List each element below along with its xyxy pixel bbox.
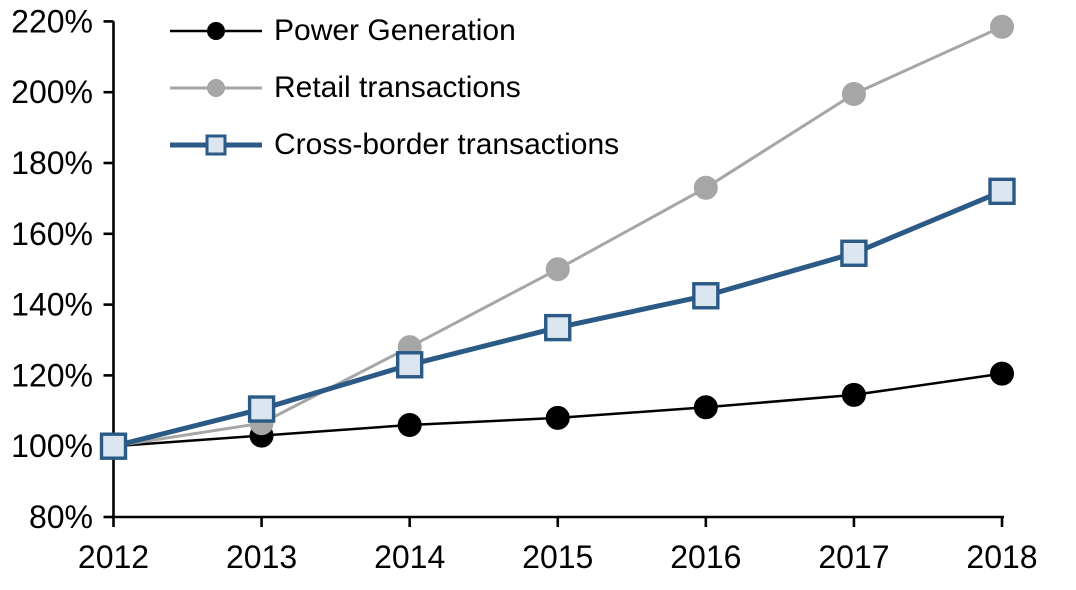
x-tick-label: 2015 xyxy=(522,539,593,575)
marker-retail-transactions xyxy=(545,257,570,282)
x-tick-label: 2012 xyxy=(78,539,149,575)
marker-power-generation xyxy=(545,405,570,430)
y-tick-label: 100% xyxy=(11,428,93,464)
legend-label-retail-transactions: Retail transactions xyxy=(274,70,521,104)
y-tick-label: 140% xyxy=(11,287,93,323)
legend-sample-cross-border-transactions xyxy=(170,134,262,155)
marker-power-generation xyxy=(693,395,718,420)
marker-power-generation xyxy=(990,361,1014,386)
legend-label-cross-border-transactions: Cross-border transactions xyxy=(274,127,620,161)
legend-marker-cross-border-transactions xyxy=(205,134,227,155)
x-tick-label: 2013 xyxy=(226,539,297,575)
legend-sample-power-generation xyxy=(170,21,262,40)
y-tick-label: 180% xyxy=(11,145,93,181)
x-tick-label: 2014 xyxy=(374,539,445,575)
x-tick-label: 2018 xyxy=(966,539,1037,575)
marker-retail-transactions xyxy=(841,81,866,106)
marker-cross-border-transactions xyxy=(99,432,128,460)
y-tick-label: 200% xyxy=(11,74,93,110)
marker-cross-border-transactions xyxy=(395,351,424,379)
marker-power-generation xyxy=(841,382,866,407)
legend-sample-retail-transactions xyxy=(170,78,262,97)
legend-label-power-generation: Power Generation xyxy=(274,13,516,47)
marker-retail-transactions xyxy=(990,14,1014,39)
y-tick-label: 160% xyxy=(11,216,93,252)
legend-marker-retail-transactions xyxy=(207,78,225,97)
marker-cross-border-transactions xyxy=(988,177,1016,206)
marker-power-generation xyxy=(397,412,422,437)
marker-retail-transactions xyxy=(693,175,718,200)
marker-cross-border-transactions xyxy=(544,313,572,342)
x-tick-label: 2016 xyxy=(670,539,741,575)
marker-cross-border-transactions xyxy=(840,239,868,267)
x-tick-label: 2017 xyxy=(818,539,889,575)
y-tick-label: 220% xyxy=(11,3,93,39)
marker-cross-border-transactions xyxy=(247,395,276,423)
chart-legend: Power Generation Retail transactions Cross… xyxy=(170,2,619,173)
legend-item-power-generation: Power Generation xyxy=(170,2,619,59)
marker-cross-border-transactions xyxy=(692,282,720,310)
y-tick-label: 80% xyxy=(29,499,93,535)
legend-item-cross-border-transactions: Cross-border transactions xyxy=(170,116,619,173)
y-tick-label: 120% xyxy=(11,357,93,393)
legend-marker-power-generation xyxy=(207,21,225,40)
legend-item-retail-transactions: Retail transactions xyxy=(170,59,619,116)
